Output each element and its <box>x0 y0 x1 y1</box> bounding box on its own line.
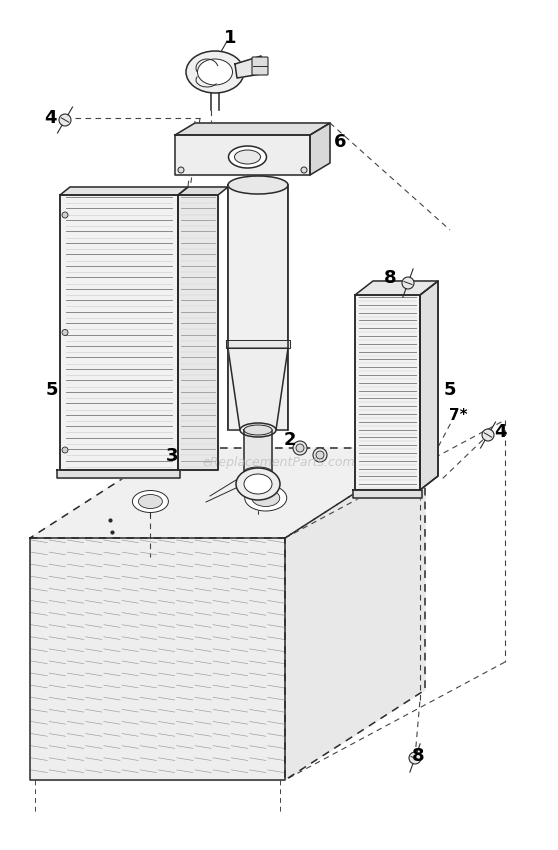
Circle shape <box>482 429 494 441</box>
Polygon shape <box>178 195 218 470</box>
Polygon shape <box>235 56 265 78</box>
Text: eReplacementParts.com: eReplacementParts.com <box>203 456 355 468</box>
Text: 4: 4 <box>494 423 506 441</box>
Polygon shape <box>30 538 285 780</box>
Ellipse shape <box>198 59 233 85</box>
Ellipse shape <box>138 495 162 508</box>
Circle shape <box>62 212 68 218</box>
Text: 2: 2 <box>284 431 296 449</box>
Polygon shape <box>57 470 180 478</box>
Text: 5: 5 <box>46 381 58 399</box>
Ellipse shape <box>244 474 272 494</box>
Circle shape <box>293 441 307 455</box>
Polygon shape <box>310 123 330 175</box>
Text: 8: 8 <box>412 747 424 765</box>
Polygon shape <box>353 490 422 498</box>
Circle shape <box>402 277 414 289</box>
Circle shape <box>316 451 324 459</box>
Polygon shape <box>178 187 228 195</box>
Text: 1: 1 <box>224 29 236 47</box>
Text: 4: 4 <box>44 109 56 127</box>
Ellipse shape <box>234 150 261 164</box>
Circle shape <box>409 752 421 764</box>
Circle shape <box>296 444 304 452</box>
Circle shape <box>313 448 327 462</box>
Ellipse shape <box>252 490 280 507</box>
Polygon shape <box>228 185 288 430</box>
FancyBboxPatch shape <box>252 57 268 75</box>
Polygon shape <box>355 295 420 490</box>
Circle shape <box>62 330 68 336</box>
Circle shape <box>301 167 307 173</box>
Ellipse shape <box>244 467 272 477</box>
Polygon shape <box>285 448 425 780</box>
Polygon shape <box>60 195 178 470</box>
Polygon shape <box>244 430 272 472</box>
Ellipse shape <box>236 468 280 500</box>
Text: 8: 8 <box>384 269 396 287</box>
Text: 6: 6 <box>334 133 347 151</box>
Ellipse shape <box>245 485 287 511</box>
Circle shape <box>62 447 68 453</box>
Polygon shape <box>226 340 290 348</box>
Ellipse shape <box>186 51 244 93</box>
Polygon shape <box>60 187 188 195</box>
Text: 3: 3 <box>166 447 178 465</box>
Polygon shape <box>420 281 438 490</box>
Ellipse shape <box>228 146 267 168</box>
Ellipse shape <box>132 490 169 513</box>
Text: 5: 5 <box>444 381 456 399</box>
Polygon shape <box>175 123 330 135</box>
Ellipse shape <box>228 176 288 194</box>
Circle shape <box>59 114 71 126</box>
Polygon shape <box>228 348 288 430</box>
Polygon shape <box>355 281 438 295</box>
Circle shape <box>178 167 184 173</box>
Polygon shape <box>175 135 310 175</box>
Polygon shape <box>30 448 425 538</box>
Text: 7*: 7* <box>449 407 467 422</box>
Ellipse shape <box>244 425 272 435</box>
Ellipse shape <box>240 423 276 437</box>
